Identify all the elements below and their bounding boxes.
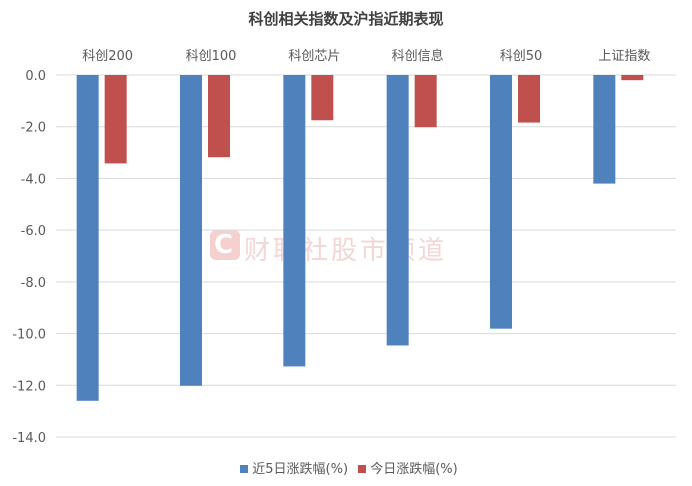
watermark-text: 财联社股市频道 — [244, 236, 448, 266]
category-label: 科创100 — [186, 49, 237, 64]
bar-today — [104, 75, 127, 164]
bar-5day — [593, 75, 616, 184]
bar-5day — [490, 75, 512, 329]
bar-5day — [180, 75, 202, 386]
legend-swatch-5day — [240, 465, 249, 473]
bar-today — [621, 75, 644, 81]
y-tick-label: -14.0 — [12, 431, 46, 446]
legend-label-5day: 近5日涨跌幅(%) — [252, 462, 349, 477]
y-tick-label: 0.0 — [25, 69, 46, 84]
category-label: 科创200 — [82, 49, 133, 64]
legend-label-today: 今日涨跌幅(%) — [370, 462, 458, 477]
y-tick-label: -12.0 — [12, 379, 46, 394]
category-label: 科创芯片 — [288, 49, 340, 64]
watermark: C 财联社股市频道 — [210, 230, 447, 267]
y-tick-label: -10.0 — [12, 328, 46, 343]
y-tick-label: -4.0 — [21, 172, 46, 187]
watermark-logo: C — [210, 230, 240, 260]
y-tick-label: -2.0 — [21, 121, 46, 136]
bar-today — [208, 75, 230, 158]
chart-title: 科创相关指数及沪指近期表现 — [248, 10, 444, 28]
bar-today — [311, 75, 334, 121]
bar-today — [414, 75, 437, 128]
y-tick-label: -6.0 — [21, 224, 46, 239]
category-label: 科创信息 — [392, 48, 444, 64]
legend-swatch-today — [358, 465, 367, 473]
legend: 近5日涨跌幅(%) 今日涨跌幅(%) — [0, 458, 692, 477]
category-label: 科创50 — [500, 49, 543, 64]
bar-5day — [386, 75, 409, 346]
bar-5day — [283, 75, 306, 367]
category-label: 上证指数 — [598, 49, 650, 64]
bar-today — [518, 75, 540, 123]
y-tick-label: -8.0 — [21, 276, 46, 291]
bar-5day — [76, 75, 99, 401]
